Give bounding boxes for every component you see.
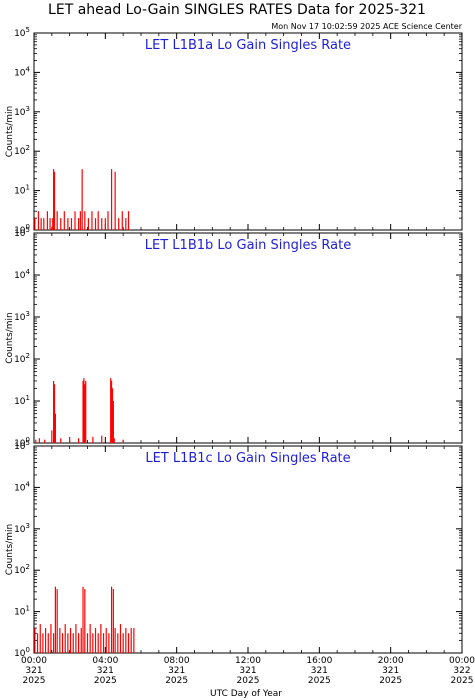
plot-frame: [33, 445, 463, 654]
x-tick-label: 322: [453, 666, 470, 676]
y-tick-label: 101: [14, 605, 30, 618]
x-axis-labels: 00:00321202504:00321202508:00321202512:0…: [21, 656, 475, 686]
x-tick-label: 321: [97, 666, 114, 676]
y-tick-label: 105: [14, 439, 30, 452]
x-tick-label: 321: [311, 666, 328, 676]
x-tick-label: 2025: [237, 676, 260, 686]
x-tick-label: 2025: [308, 676, 331, 686]
y-tick-label: 104: [14, 268, 30, 281]
panel-3: 100 101 102 103 104 105 LET L1B1c Lo Gain Sing…: [5, 439, 463, 659]
figure-title: LET ahead Lo-Gain SINGLES RATES Data for…: [48, 2, 426, 18]
y-tick-label: 100: [14, 436, 30, 449]
y-tick-label: 103: [14, 105, 30, 118]
x-tick-label: 321: [168, 666, 185, 676]
y-tick-label: 100: [14, 646, 30, 659]
x-tick-label: 20:00: [378, 656, 404, 666]
y-tick-label: 101: [14, 394, 30, 407]
y-tick-label: 102: [14, 563, 30, 576]
y-tick-label: 102: [14, 144, 30, 157]
x-tick-label: 08:00: [164, 656, 190, 666]
x-tick-label: 2025: [23, 676, 46, 686]
y-tick-label: 102: [14, 352, 30, 365]
y-tick-label: 104: [14, 65, 30, 78]
x-tick-label: 2025: [379, 676, 402, 686]
x-tick-label: 2025: [165, 676, 188, 686]
x-axis-title: UTC Day of Year: [210, 689, 282, 699]
x-tick-label: 12:00: [235, 656, 261, 666]
x-tick-label: 321: [25, 666, 42, 676]
y-axis-label: Counts/min: [5, 524, 15, 575]
timestamp: Mon Nov 17 10:02:59 2025 ACE Science Cen…: [271, 22, 462, 31]
x-tick-label: 00:00: [21, 656, 47, 666]
panel-title: LET L1B1c Lo Gain Singles Rate: [145, 451, 350, 466]
y-tick-label: 105: [14, 226, 30, 239]
x-tick-label: 321: [239, 666, 256, 676]
y-axis-label: Counts/min: [5, 312, 15, 363]
plot-frame: [33, 232, 463, 444]
x-tick-label: 2025: [94, 676, 117, 686]
y-tick-label: 104: [14, 480, 30, 493]
x-tick-label: 00:00: [449, 656, 475, 666]
y-tick-label: 105: [14, 26, 30, 39]
x-tick-label: 321: [382, 666, 399, 676]
y-tick-label: 101: [14, 184, 30, 197]
y-tick-label: 100: [14, 223, 30, 236]
y-tick-label: 103: [14, 522, 30, 535]
panel-2: 100 101 102 103 104 105 LET L1B1b Lo Gain Sing…: [5, 226, 463, 449]
y-tick-label: 103: [14, 310, 30, 323]
plot-frame: [33, 32, 463, 231]
x-tick-label: 2025: [451, 676, 474, 686]
panels: 100 101 102 103 104 105 LET L1B1a Lo Gain Sing…: [5, 26, 463, 659]
panel-1: 100 101 102 103 104 105 LET L1B1a Lo Gain Sing…: [5, 26, 463, 236]
x-tick-label: 16:00: [306, 656, 332, 666]
x-tick-label: 04:00: [92, 656, 118, 666]
panel-title: LET L1B1b Lo Gain Singles Rate: [145, 238, 351, 253]
y-axis-label: Counts/min: [5, 106, 15, 157]
panel-title: LET L1B1a Lo Gain Singles Rate: [145, 38, 351, 53]
